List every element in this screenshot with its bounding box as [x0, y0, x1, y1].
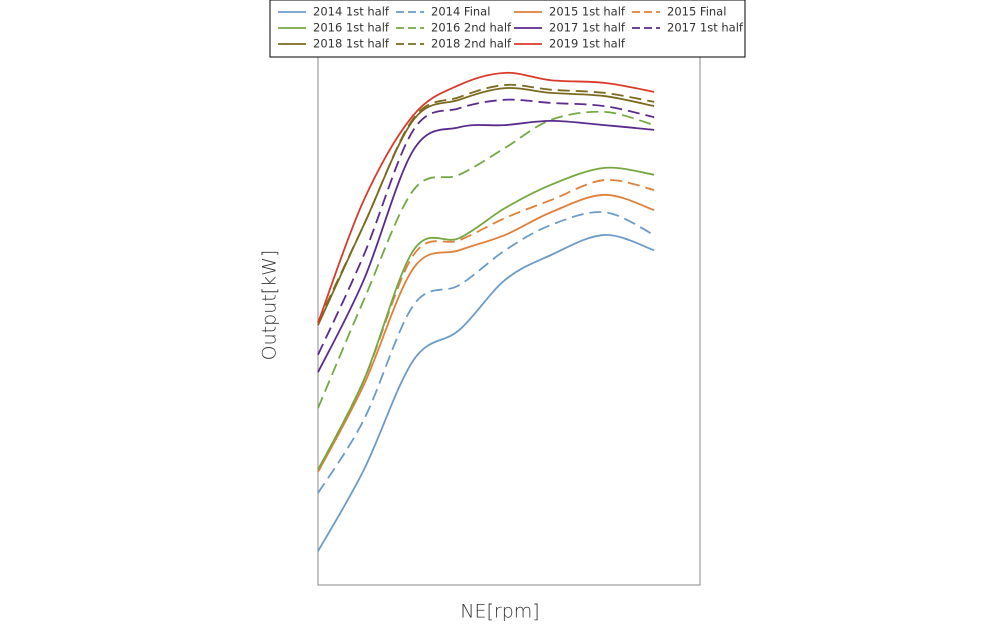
series-line	[317, 234, 655, 552]
legend-box	[269, 0, 746, 58]
legend-label: 2017 1st half	[549, 21, 626, 35]
series-line	[317, 71, 655, 324]
series-line	[317, 98, 655, 356]
series-line	[317, 193, 655, 473]
series-line	[317, 83, 655, 323]
legend-label: 2015 1st half	[549, 5, 626, 19]
legend-label: 2019 1st half	[549, 37, 626, 51]
series-line	[317, 87, 655, 326]
series-line	[317, 179, 655, 471]
legend-label: 2018 1st half	[313, 37, 390, 51]
legend-label: 2017 1st half	[667, 21, 744, 35]
x-axis-label: NE[rpm]	[460, 601, 539, 623]
series-line	[317, 119, 655, 373]
legend-label: 2016 1st half	[313, 21, 390, 35]
series-line	[317, 166, 655, 471]
legend-label: 2018 2nd half	[431, 37, 512, 51]
legend-label: 2015 Final	[667, 5, 726, 19]
series-line	[317, 110, 655, 409]
y-axis-label: Output[kW]	[259, 250, 281, 361]
series-line	[317, 211, 655, 494]
legend-label: 2014 Final	[431, 5, 490, 19]
legend-label: 2016 2nd half	[431, 21, 512, 35]
legend-label: 2014 1st half	[313, 5, 390, 19]
plot-frame	[317, 56, 701, 586]
